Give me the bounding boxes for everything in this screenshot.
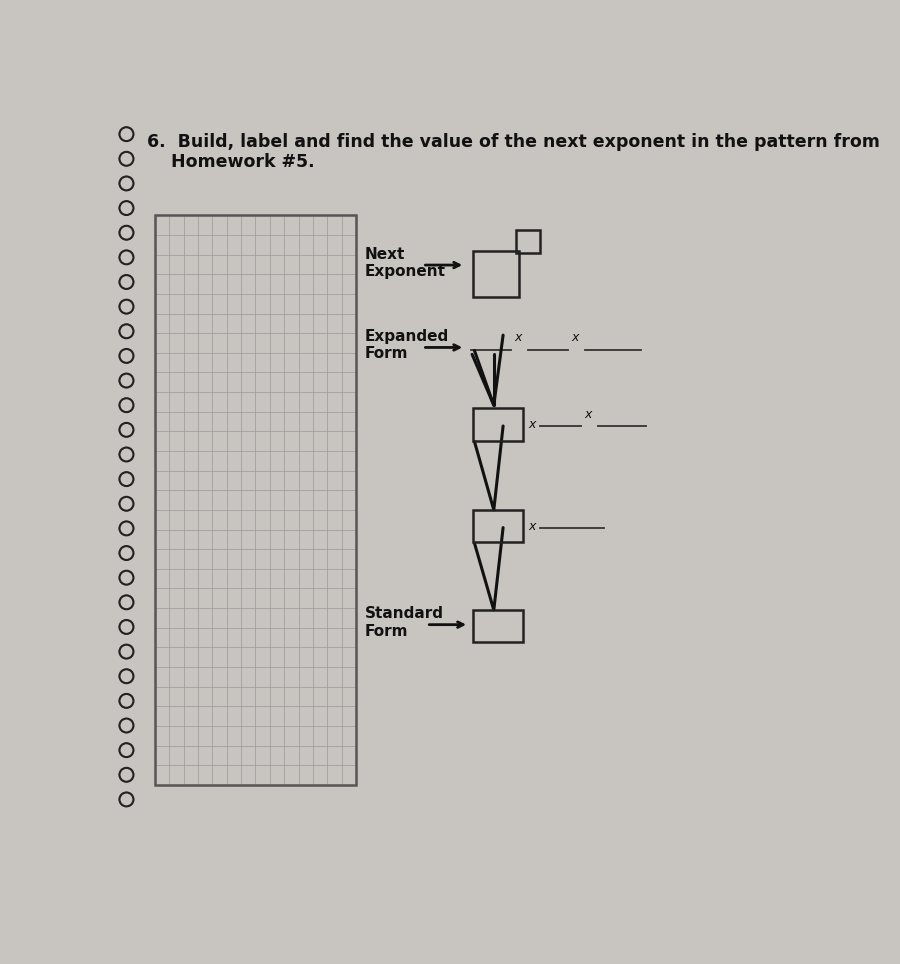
Bar bbox=[472, 510, 523, 543]
Text: Expanded
Form: Expanded Form bbox=[364, 329, 448, 362]
Circle shape bbox=[120, 694, 133, 708]
Circle shape bbox=[120, 349, 133, 362]
Text: x: x bbox=[528, 520, 536, 532]
Circle shape bbox=[120, 423, 133, 437]
Circle shape bbox=[120, 300, 133, 313]
Circle shape bbox=[120, 792, 133, 806]
Circle shape bbox=[120, 324, 133, 338]
Bar bbox=[472, 252, 519, 298]
Circle shape bbox=[120, 127, 133, 141]
Circle shape bbox=[120, 522, 133, 535]
Text: Standard
Form: Standard Form bbox=[364, 606, 444, 638]
Circle shape bbox=[120, 645, 133, 658]
Text: 6.  Build, label and find the value of the next exponent in the pattern from: 6. Build, label and find the value of th… bbox=[148, 133, 880, 150]
Circle shape bbox=[120, 423, 133, 437]
Circle shape bbox=[120, 127, 133, 141]
Circle shape bbox=[120, 152, 133, 166]
Circle shape bbox=[120, 522, 133, 535]
Circle shape bbox=[120, 374, 133, 388]
Circle shape bbox=[120, 152, 133, 166]
Circle shape bbox=[120, 398, 133, 413]
Circle shape bbox=[120, 275, 133, 289]
Circle shape bbox=[120, 596, 133, 609]
Circle shape bbox=[120, 547, 133, 560]
Circle shape bbox=[120, 251, 133, 264]
Circle shape bbox=[120, 768, 133, 782]
Circle shape bbox=[120, 620, 133, 634]
Circle shape bbox=[120, 447, 133, 462]
Circle shape bbox=[120, 251, 133, 264]
Circle shape bbox=[120, 743, 133, 757]
Circle shape bbox=[120, 447, 133, 462]
Circle shape bbox=[120, 349, 133, 362]
Circle shape bbox=[120, 669, 133, 683]
Circle shape bbox=[120, 596, 133, 609]
Circle shape bbox=[120, 792, 133, 806]
Bar bbox=[472, 610, 523, 642]
Text: x: x bbox=[572, 332, 579, 344]
Circle shape bbox=[120, 324, 133, 338]
Circle shape bbox=[120, 226, 133, 240]
Text: x: x bbox=[514, 332, 521, 344]
Circle shape bbox=[120, 743, 133, 757]
Circle shape bbox=[120, 496, 133, 511]
Circle shape bbox=[120, 620, 133, 634]
Circle shape bbox=[120, 176, 133, 190]
Circle shape bbox=[120, 398, 133, 413]
Circle shape bbox=[120, 496, 133, 511]
Circle shape bbox=[120, 176, 133, 190]
Circle shape bbox=[120, 768, 133, 782]
Text: x: x bbox=[584, 408, 591, 420]
Text: Next
Exponent: Next Exponent bbox=[364, 247, 446, 279]
Circle shape bbox=[120, 201, 133, 215]
Circle shape bbox=[120, 547, 133, 560]
Text: x: x bbox=[528, 418, 536, 431]
Text: Homework #5.: Homework #5. bbox=[148, 153, 315, 172]
Circle shape bbox=[120, 718, 133, 733]
Circle shape bbox=[120, 669, 133, 683]
Circle shape bbox=[120, 472, 133, 486]
Circle shape bbox=[120, 571, 133, 584]
Bar bbox=[472, 409, 523, 441]
Circle shape bbox=[120, 300, 133, 313]
Circle shape bbox=[120, 694, 133, 708]
Circle shape bbox=[120, 571, 133, 584]
Circle shape bbox=[120, 201, 133, 215]
Circle shape bbox=[120, 226, 133, 240]
Circle shape bbox=[120, 275, 133, 289]
Bar bbox=[155, 215, 356, 785]
Circle shape bbox=[120, 472, 133, 486]
Circle shape bbox=[120, 374, 133, 388]
Circle shape bbox=[120, 718, 133, 733]
Bar bbox=[517, 229, 539, 253]
Circle shape bbox=[120, 645, 133, 658]
